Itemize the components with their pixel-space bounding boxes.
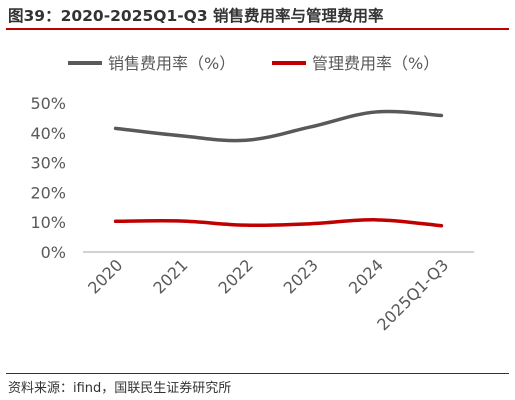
y-axis: 0% 10% 20% 30% 40% 50% (30, 94, 66, 262)
y-tick-label: 50% (30, 94, 66, 113)
x-tick-label: 2022 (215, 255, 257, 297)
x-tick-label: 2021 (149, 255, 191, 297)
figure-title: 图39：2020-2025Q1-Q3 销售费用率与管理费用率 (8, 7, 384, 25)
x-tick-label: 2024 (345, 255, 387, 297)
source-divider (6, 373, 509, 374)
legend-label-2: 管理费用率（%） (312, 54, 439, 73)
y-tick-label: 10% (30, 213, 66, 232)
series-line-1 (113, 109, 444, 143)
y-tick-label: 0% (41, 243, 66, 262)
title-underline (6, 28, 509, 30)
legend-label-1: 销售费用率（%） (108, 54, 235, 73)
line-chart: 销售费用率（%） 管理费用率（%） 0% 10% 20% 30% 40% 50% 2020 2… (30, 54, 474, 334)
series-line-2 (113, 218, 444, 228)
x-tick-label: 2023 (280, 255, 322, 297)
source-note: 资料来源：ifind，国联民生证券研究所 (8, 381, 232, 396)
legend: 销售费用率（%） 管理费用率（%） (68, 54, 439, 73)
series-lines (113, 109, 444, 228)
y-tick-label: 30% (30, 154, 66, 173)
y-tick-label: 40% (30, 124, 66, 143)
x-tick-label: 2020 (84, 255, 126, 297)
y-tick-label: 20% (30, 183, 66, 202)
